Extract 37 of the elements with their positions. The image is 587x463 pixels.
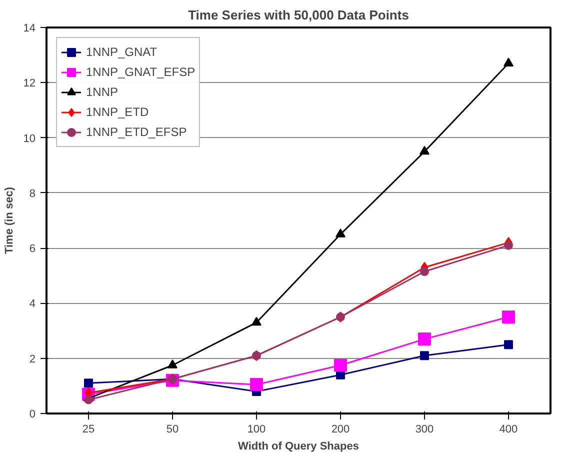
point <box>334 358 347 372</box>
point <box>84 378 93 388</box>
legend-label: 1NNP_GNAT <box>86 45 158 59</box>
legend-label: 1NNP <box>86 85 118 99</box>
x-tick-label: 100 <box>247 424 266 436</box>
y-tick-label: 6 <box>29 243 36 256</box>
point <box>250 378 263 392</box>
y-tick-label: 4 <box>29 298 36 310</box>
point <box>502 310 515 324</box>
x-tick-label: 25 <box>82 424 95 436</box>
chart-title: Time Series with 50,000 Data Points <box>188 8 409 22</box>
point <box>420 351 429 360</box>
legend-label: 1NNP_ETD <box>86 105 149 119</box>
y-tick-label: 12 <box>23 78 36 90</box>
point <box>168 360 178 368</box>
y-tick-label: 2 <box>29 353 36 366</box>
x-tick-label: 300 <box>415 424 434 436</box>
x-axis-title: Width of Query Shapes <box>238 440 359 452</box>
point <box>504 58 514 66</box>
y-tick-label: 14 <box>23 22 36 34</box>
legend-label: 1NNP_ETD_EFSP <box>86 125 187 139</box>
point <box>420 146 430 155</box>
point <box>504 340 513 350</box>
point <box>252 316 262 326</box>
point <box>336 228 346 238</box>
point <box>418 332 431 346</box>
x-tick-label: 50 <box>166 424 179 436</box>
point <box>504 240 513 250</box>
legend-label: 1NNP_GNAT_EFSP <box>86 65 196 79</box>
y-axis-title: Time (in sec) <box>3 186 16 254</box>
y-tick-label: 10 <box>23 132 36 145</box>
y-tick-label: 0 <box>29 408 36 420</box>
x-tick-label: 200 <box>331 424 350 436</box>
y-tick-label: 8 <box>29 188 36 200</box>
point <box>420 267 429 276</box>
x-tick-label: 400 <box>499 424 518 436</box>
point <box>84 395 93 404</box>
